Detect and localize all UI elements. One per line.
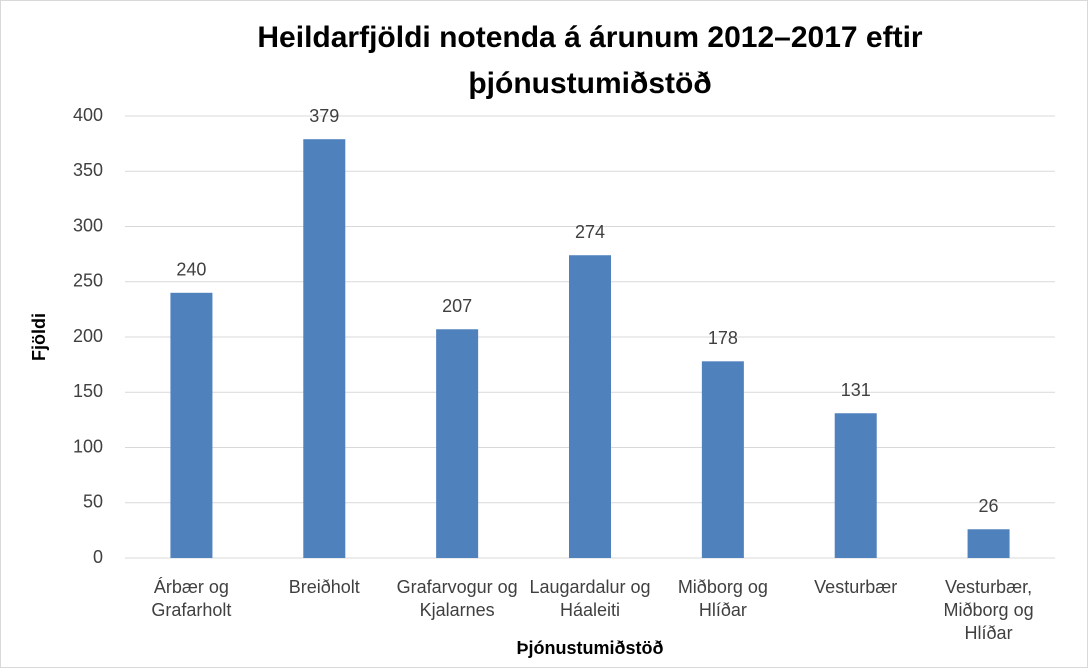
x-tick-label: Breiðholt xyxy=(288,577,360,597)
y-tick-label: 400 xyxy=(73,105,103,125)
x-axis-title: Þjónustumiðstöð xyxy=(516,638,664,658)
y-axis-title: Fjöldi xyxy=(29,313,49,361)
data-label: 379 xyxy=(309,106,339,126)
data-label: 274 xyxy=(575,222,605,242)
x-tick-label: Árbær og Grafarholt xyxy=(151,577,232,620)
bar xyxy=(701,361,744,558)
x-tick-label: Vesturbær, Miðborg og Hlíðar xyxy=(943,577,1034,643)
data-label: 240 xyxy=(176,260,206,280)
data-label: 131 xyxy=(841,380,871,400)
y-tick-label: 300 xyxy=(73,215,103,235)
bar xyxy=(303,139,346,558)
bar xyxy=(170,292,213,558)
data-label: 26 xyxy=(979,496,999,516)
x-tick-label: Grafarvogur og Kjalarnes xyxy=(396,577,518,620)
data-label: 178 xyxy=(708,328,738,348)
bar xyxy=(436,329,479,558)
bar xyxy=(967,529,1010,558)
y-tick-label: 350 xyxy=(73,160,103,180)
y-tick-label: 200 xyxy=(73,326,103,346)
x-tick-label: Vesturbær xyxy=(814,577,898,597)
bar xyxy=(834,413,877,558)
y-tick-label: 50 xyxy=(83,492,103,512)
x-tick-label: Miðborg og Hlíðar xyxy=(677,577,768,620)
y-tick-label: 150 xyxy=(73,381,103,401)
x-tick-label: Laugardalur og Háaleiti xyxy=(529,577,651,620)
data-label: 207 xyxy=(442,296,472,316)
y-tick-label: 0 xyxy=(93,547,103,567)
y-tick-label: 250 xyxy=(73,271,103,291)
y-tick-label: 100 xyxy=(73,436,103,456)
chart-title: Heildarfjöldi notenda á árunum 2012–2017… xyxy=(257,21,923,100)
bar xyxy=(569,255,611,559)
